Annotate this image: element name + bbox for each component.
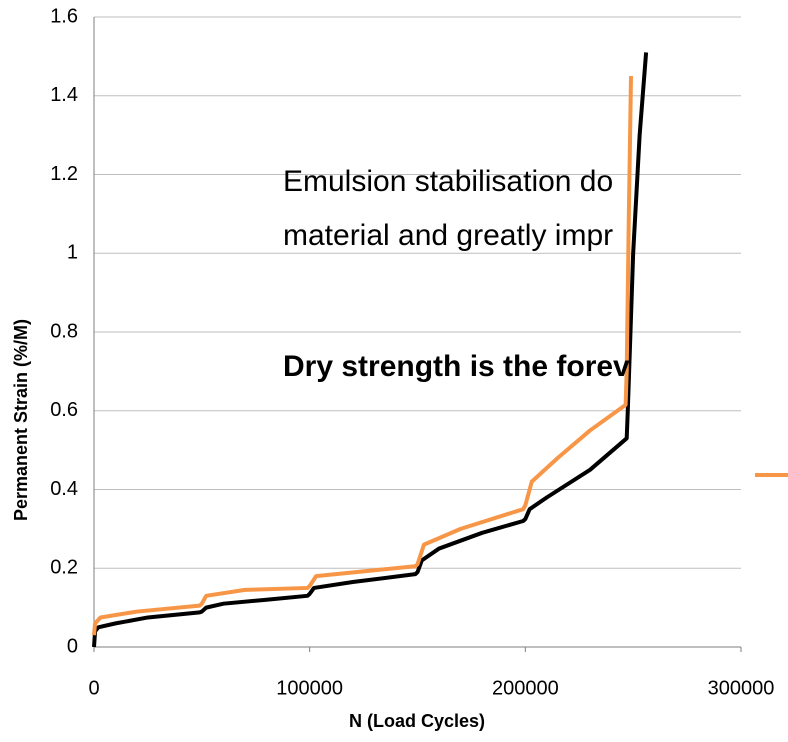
annotation: Dry strength is the forev (283, 350, 630, 383)
y-tick-label: 0.6 (50, 399, 78, 421)
x-tick-label: 100000 (276, 677, 343, 699)
x-tick-label: 200000 (492, 677, 559, 699)
y-tick-label: 0.8 (50, 320, 78, 342)
y-tick-label: 0.4 (50, 478, 78, 500)
y-tick-label: 1 (67, 242, 78, 264)
y-tick-label: 1.4 (50, 84, 78, 106)
y-tick-label: 1.2 (50, 163, 78, 185)
annotation: material and greatly impr (283, 219, 613, 252)
y-axis-label: Permanent Strain (%/M) (11, 319, 31, 521)
y-tick-label: 1.6 (50, 5, 78, 27)
annotation: Emulsion stabilisation do (283, 165, 613, 198)
y-tick-label: 0.2 (50, 557, 78, 579)
series-line (92, 52, 649, 648)
y-tick-label: 0 (67, 635, 78, 657)
x-axis-label: N (Load Cycles) (349, 711, 485, 731)
series-line (92, 76, 634, 636)
x-tick-label: 300000 (708, 677, 775, 699)
x-tick-label: 0 (88, 677, 99, 699)
